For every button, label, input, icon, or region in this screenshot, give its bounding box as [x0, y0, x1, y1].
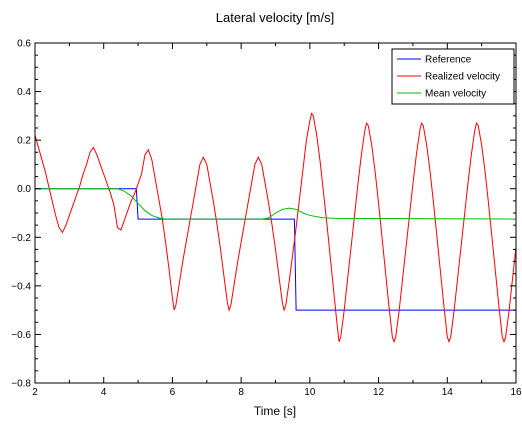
legend: Reference Realized velocity Mean velocity: [391, 48, 515, 105]
y-tick-label: 0.4: [17, 87, 31, 98]
y-tick-label: −0.2: [11, 233, 31, 244]
legend-entry-label: Reference: [425, 55, 472, 66]
series-line-mean-velocity: [35, 188, 516, 220]
y-tick-label: 0.6: [17, 39, 31, 50]
legend-entry-label: Mean velocity: [425, 89, 486, 100]
x-tick-label: 4: [101, 387, 107, 398]
series-line-realized-velocity: [35, 112, 516, 344]
y-tick-label: 0.0: [17, 184, 31, 195]
axis-ticks-group: 2 4 6 8 10 12 14 16 −0.8 −0.6 −0.4 −0.2 0.0 0.2 0.4 0.6: [11, 39, 522, 399]
y-tick-label: −0.8: [11, 379, 31, 390]
y-tick-label: 0.2: [17, 136, 31, 147]
plot-series-group: [35, 112, 516, 344]
x-tick-label: 6: [170, 387, 176, 398]
y-tick-label: −0.6: [11, 330, 31, 341]
x-tick-label: 2: [32, 387, 38, 398]
chart-title: Lateral velocity [m/s]: [216, 10, 335, 25]
x-axis-title: Time [s]: [254, 404, 296, 418]
x-tick-label: 12: [373, 387, 385, 398]
x-tick-label: 16: [510, 387, 522, 398]
y-tick-label: −0.4: [11, 281, 31, 292]
x-tick-label: 10: [304, 387, 316, 398]
x-tick-label: 14: [442, 387, 454, 398]
legend-entry-label: Realized velocity: [425, 72, 500, 83]
x-tick-label: 8: [238, 387, 244, 398]
